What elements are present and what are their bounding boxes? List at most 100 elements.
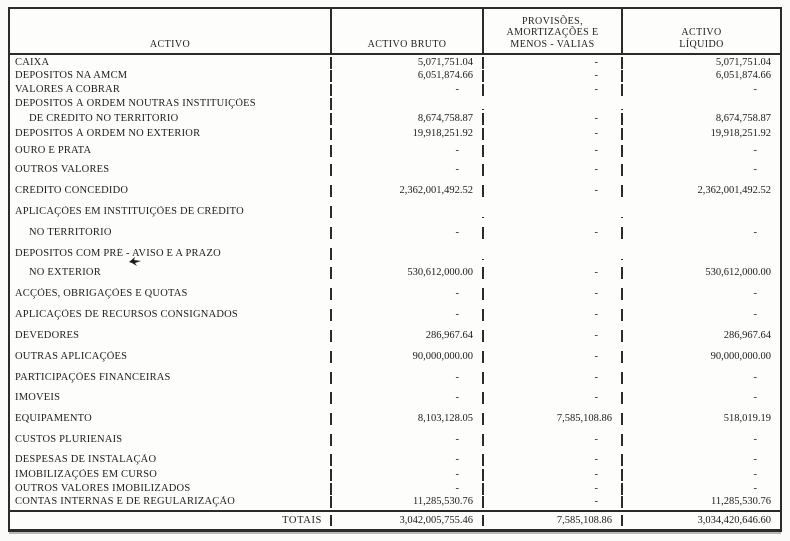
cell-activo-bruto: 8,103,128.05 (332, 413, 484, 425)
cell-activo-liquido: - (753, 164, 758, 175)
cell-provisoes: 7,585,108.86 (484, 413, 623, 425)
cell-activo-liquido: 90,000,000.00 (710, 351, 771, 362)
column-header-activo-liquido-line2: LÍQUIDO (679, 38, 724, 50)
table-row: CUSTOS PLURIENAIS - - - (10, 425, 780, 446)
cell-provisoes: - (484, 113, 623, 125)
cell-activo-bruto: 5,071,751.04 (332, 57, 484, 69)
table-row: IMOBILIZAÇÕES EM CURSO - - - (10, 466, 780, 481)
cell-provisoes: - (484, 309, 623, 321)
table-row: ACÇÕES, OBRIGAÇÕES E QUOTAS - - - (10, 279, 780, 300)
cell-activo-bruto: - (332, 84, 484, 96)
cell-activo-liquido: - (753, 483, 758, 494)
table-row: DEPÓSITOS NA AMCM 6,051,874.66-6,051,874.… (10, 69, 780, 82)
cell-provisoes (484, 109, 623, 110)
cell-provisoes: - (484, 128, 623, 140)
cell-activo-bruto: 2,362,001,492.52 (332, 185, 484, 197)
row-label: OUTRAS APLICAÇÕES (10, 351, 332, 363)
table-row: DEPÓSITOS À ORDEM NOUTRAS INSTITUIÇÕES (10, 96, 780, 110)
cell-activo-bruto: - (332, 288, 484, 300)
cell-activo-bruto: 11,285,530.76 (332, 496, 484, 508)
row-label: VALORES A COBRAR (10, 84, 332, 96)
row-label: NO TERRITÓRIO (10, 227, 332, 239)
table-row: CONTAS INTERNAS E DE REGULARIZAÇÃO 11,285… (10, 495, 780, 508)
table-row: CAIXA 5,071,751.04-5,071,751.04 (10, 55, 780, 69)
column-header-activo-liquido-line1: ACTIVO (681, 27, 722, 38)
row-label: DEPÓSITOS À ORDEM NOUTRAS INSTITUIÇÕES (10, 98, 332, 110)
row-label: OUTROS VALORES (10, 164, 332, 176)
cell-activo-bruto: 530,612,000.00 (332, 267, 484, 279)
cell-activo-liquido: - (753, 392, 758, 403)
row-label: NO EXTERIOR (10, 267, 332, 279)
row-label: DE CRÉDITO NO TERRITÓRIO (10, 113, 332, 125)
cell-provisoes: - (484, 70, 623, 82)
cell-activo-bruto (332, 259, 484, 260)
cell-activo-bruto: - (332, 454, 484, 466)
assets-table: ACTIVO ACTIVO BRUTO PROVISÕES, AMORTIZAÇ… (8, 7, 782, 532)
cell-provisoes: - (484, 483, 623, 495)
cell-activo-liquido: 19,918,251.92 (710, 128, 771, 139)
cell-provisoes: - (484, 392, 623, 404)
cell-provisoes: - (484, 372, 623, 384)
cell-activo-bruto: 8,674,758.87 (332, 113, 484, 125)
cell-activo-liquido: 11,285,530.76 (711, 496, 771, 507)
cell-activo-bruto: - (332, 227, 484, 239)
table-row: OUTRAS APLICAÇÕES 90,000,000.00-90,000,00… (10, 342, 780, 363)
cell-activo-liquido: 8,674,758.87 (715, 113, 771, 124)
cell-activo-liquido: - (753, 469, 758, 480)
cell-activo-liquido: - (753, 372, 758, 383)
row-label: DEPÓSITOS COM PRÉ - AVISO E A PRAZO (10, 248, 332, 260)
cell-activo-bruto: 90,000,000.00 (332, 351, 484, 363)
table-row: PARTICIPAÇÕES FINANCEIRAS - - - (10, 363, 780, 384)
cell-provisoes: - (484, 164, 623, 176)
cell-activo-bruto: 286,967.64 (332, 330, 484, 342)
cell-activo-bruto: - (332, 372, 484, 384)
column-header-activo-label: ACTIVO (149, 38, 191, 50)
cell-activo-liquido: - (753, 309, 758, 320)
row-label: DEPÓSITOS NA AMCM (10, 70, 332, 82)
cell-provisoes (484, 259, 623, 260)
row-label: DEPÓSITOS À ORDEM NO EXTERIOR (10, 128, 332, 140)
cell-activo-bruto: - (332, 164, 484, 176)
row-label: CAIXA (10, 57, 332, 69)
cell-provisoes: - (484, 227, 623, 239)
cell-activo-bruto: - (332, 434, 484, 446)
row-label: ACÇÕES, OBRIGAÇÕES E QUOTAS (10, 288, 332, 300)
cell-activo-bruto (332, 217, 484, 218)
cell-activo-bruto: - (332, 392, 484, 404)
table-row: DEPÓSITOS À ORDEM NO EXTERIOR 19,918,251.… (10, 125, 780, 140)
column-header-provisoes: PROVISÕES, AMORTIZAÇÕES E MENOS - VALIAS (484, 9, 623, 53)
table-row: DEVEDORES 286,967.64-286,967.64 (10, 321, 780, 342)
cell-activo-liquido: - (753, 227, 758, 238)
table-row: NO EXTERIOR 530,612,000.00-530,612,000.00 (10, 260, 780, 279)
cell-activo-bruto: 19,918,251.92 (332, 128, 484, 140)
cell-activo-bruto: - (332, 483, 484, 495)
totals-activo-liquido: 3,034,420,646.60 (697, 515, 772, 526)
cell-provisoes: - (484, 57, 623, 69)
totals-provisoes: 7,585,108.86 (484, 515, 623, 526)
cell-provisoes: - (484, 469, 623, 481)
table-row: EQUIPAMENTO 8,103,128.05 7,585,108.86 518,0… (10, 404, 780, 425)
cell-provisoes: - (484, 351, 623, 363)
column-header-provisoes-line3: MENOS - VALIAS (510, 38, 595, 50)
cell-activo-liquido: 2,362,001,492.52 (697, 185, 772, 196)
row-label: APLICAÇÕES EM INSTITUIÇÕES DE CRÉDITO (10, 206, 332, 218)
cell-activo-liquido: - (753, 145, 758, 156)
column-header-activo: ACTIVO (10, 9, 332, 53)
row-label: OURO E PRATA (10, 145, 332, 157)
table-row: DESPESAS DE INSTALAÇÃO - - - (10, 446, 780, 466)
cell-provisoes: - (484, 288, 623, 300)
cell-provisoes: - (484, 267, 623, 279)
row-label: CONTAS INTERNAS E DE REGULARIZAÇÃO (10, 496, 332, 508)
cell-activo-liquido: - (753, 454, 758, 465)
cell-activo-liquido: 530,612,000.00 (705, 267, 771, 278)
cell-activo-liquido: 5,071,751.04 (715, 57, 771, 68)
cell-activo-bruto (332, 109, 484, 110)
table-row: DEPÓSITOS COM PRÉ - AVISO E A PRAZO (10, 239, 780, 260)
cell-activo-bruto: 6,051,874.66 (332, 70, 484, 82)
row-label: APLICAÇÕES DE RECURSOS CONSIGNADOS (10, 309, 332, 321)
column-header-activo-liquido: ACTIVO LÍQUIDO (623, 9, 780, 53)
table-row: IMÓVEIS - - - (10, 384, 780, 404)
ink-smudge-artifact (129, 257, 141, 266)
table-row: APLICAÇÕES DE RECURSOS CONSIGNADOS - - - (10, 300, 780, 321)
